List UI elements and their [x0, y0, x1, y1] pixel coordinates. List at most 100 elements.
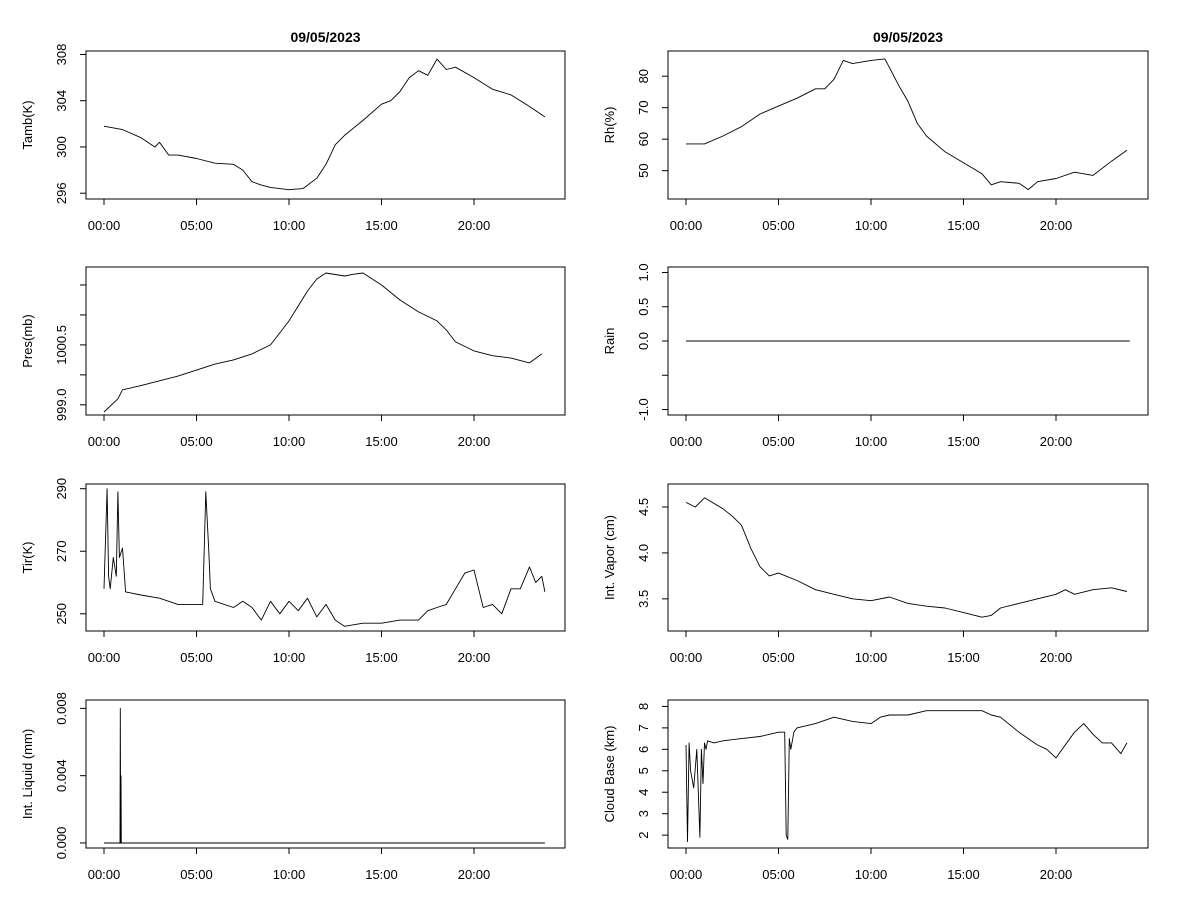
x-tick-label: 15:00	[947, 650, 980, 665]
data-series-1	[686, 58, 1128, 191]
y-tick-label: 0.004	[54, 759, 69, 792]
x-tick-label: 00:00	[88, 434, 121, 449]
x-tick-label: 10:00	[855, 218, 888, 233]
x-tick-label: 05:00	[762, 650, 795, 665]
chart-title: 09/05/2023	[290, 29, 360, 45]
y-tick-label: 4.5	[636, 498, 651, 516]
data-series-1	[103, 58, 546, 191]
y-tick-label: 2	[636, 832, 651, 839]
x-tick-label: 00:00	[670, 218, 703, 233]
x-tick-label: 00:00	[88, 650, 121, 665]
x-tick-label: 05:00	[180, 867, 213, 882]
data-series-1	[104, 707, 545, 844]
y-axis-title: Rh(%)	[602, 107, 617, 144]
y-tick-label: -1.0	[636, 398, 651, 420]
y-tick-label: 0.008	[54, 692, 69, 725]
y-tick-label: 6	[636, 746, 651, 753]
y-tick-label: 250	[54, 603, 69, 625]
y-tick-label: 0.000	[54, 827, 69, 860]
y-tick-label: 270	[54, 540, 69, 562]
x-tick-label: 15:00	[947, 218, 980, 233]
x-tick-label: 15:00	[365, 434, 398, 449]
y-tick-label: 7	[636, 724, 651, 731]
y-tick-label: 4	[636, 789, 651, 796]
y-axis-title: Cloud Base (km)	[602, 726, 617, 823]
x-tick-label: 20:00	[1040, 867, 1073, 882]
x-tick-label: 10:00	[855, 650, 888, 665]
y-tick-label: 5	[636, 767, 651, 774]
x-tick-label: 05:00	[180, 650, 213, 665]
plot-frame	[667, 483, 1149, 632]
x-tick-label: 20:00	[458, 867, 491, 882]
y-axis-title: Int. Vapor (cm)	[602, 515, 617, 600]
y-tick-label: 50	[636, 163, 651, 177]
x-tick-label: 10:00	[273, 434, 306, 449]
y-tick-label: 70	[636, 100, 651, 114]
data-series-1	[685, 710, 1128, 843]
x-tick-label: 10:00	[273, 650, 306, 665]
chart-title: 09/05/2023	[873, 29, 943, 45]
plot-frame	[85, 699, 566, 849]
plot-frame	[667, 699, 1149, 849]
y-tick-label: 296	[54, 182, 69, 204]
x-tick-label: 00:00	[88, 218, 121, 233]
y-tick-label: 80	[636, 69, 651, 83]
x-tick-label: 20:00	[1040, 218, 1073, 233]
y-axis-title: Int. Liquid (mm)	[20, 729, 35, 819]
x-tick-label: 15:00	[365, 867, 398, 882]
x-tick-label: 20:00	[458, 218, 491, 233]
x-tick-label: 15:00	[365, 650, 398, 665]
x-tick-label: 00:00	[670, 867, 703, 882]
x-tick-label: 10:00	[855, 867, 888, 882]
y-axis-title: Tir(K)	[20, 541, 35, 573]
y-tick-label: 8	[636, 703, 651, 710]
chart-3: 00:00 05:00 10:00 15:00 20:00 999.0 1000.5 Pres…	[20, 266, 566, 449]
x-tick-label: 00:00	[88, 867, 121, 882]
y-tick-label: 290	[54, 478, 69, 500]
y-axis-title: Tamb(K)	[20, 100, 35, 149]
x-tick-label: 20:00	[1040, 434, 1073, 449]
chart-1: 09/05/2023 00:00 05:00 10:00 15:00 20:00 296 30…	[20, 29, 566, 233]
x-tick-label: 10:00	[855, 434, 888, 449]
chart-7: 00:00 05:00 10:00 15:00 20:00 0.000 0.004 0.008…	[20, 692, 566, 882]
y-axis-title: Rain	[602, 328, 617, 355]
x-tick-label: 05:00	[762, 218, 795, 233]
y-tick-label: 308	[54, 44, 69, 66]
plot-frame	[85, 483, 566, 632]
x-tick-label: 00:00	[670, 650, 703, 665]
y-tick-label: 4.0	[636, 544, 651, 562]
x-tick-label: 10:00	[273, 218, 306, 233]
plot-frame	[667, 50, 1149, 200]
y-tick-label: 304	[54, 90, 69, 112]
y-tick-label: 1.0	[636, 263, 651, 281]
x-tick-label: 10:00	[273, 867, 306, 882]
y-tick-label: 0.5	[636, 298, 651, 316]
y-axis-title: Pres(mb)	[20, 314, 35, 367]
plot-frame	[85, 266, 566, 416]
x-tick-label: 15:00	[365, 218, 398, 233]
y-tick-label: 0.0	[636, 332, 651, 350]
plot-frame	[85, 50, 566, 200]
x-tick-label: 05:00	[762, 867, 795, 882]
y-tick-label: 3.5	[636, 590, 651, 608]
x-tick-label: 20:00	[458, 650, 491, 665]
data-series-1	[103, 272, 543, 413]
y-tick-label: 1000.5	[54, 325, 69, 365]
x-tick-label: 00:00	[670, 434, 703, 449]
data-series-1	[685, 497, 1128, 618]
chart-6: 00:00 05:00 10:00 15:00 20:00 3.5 4.0 4.5 Int. V…	[602, 483, 1149, 665]
y-tick-label: 300	[54, 136, 69, 158]
x-tick-label: 05:00	[180, 434, 213, 449]
y-tick-label: 999.0	[54, 389, 69, 422]
x-tick-label: 15:00	[947, 434, 980, 449]
chart-4: 00:00 05:00 10:00 15:00 20:00 -1.0 0.0 0.5 1.0 Ra…	[602, 263, 1149, 449]
x-tick-label: 20:00	[458, 434, 491, 449]
y-tick-label: 3	[636, 810, 651, 817]
x-tick-label: 20:00	[1040, 650, 1073, 665]
chart-2: 09/05/2023 00:00 05:00 10:00 15:00 20:00 50 60 7…	[602, 29, 1149, 233]
x-tick-label: 15:00	[947, 867, 980, 882]
x-tick-label: 05:00	[762, 434, 795, 449]
y-tick-label: 60	[636, 132, 651, 146]
data-series-1	[103, 488, 546, 627]
